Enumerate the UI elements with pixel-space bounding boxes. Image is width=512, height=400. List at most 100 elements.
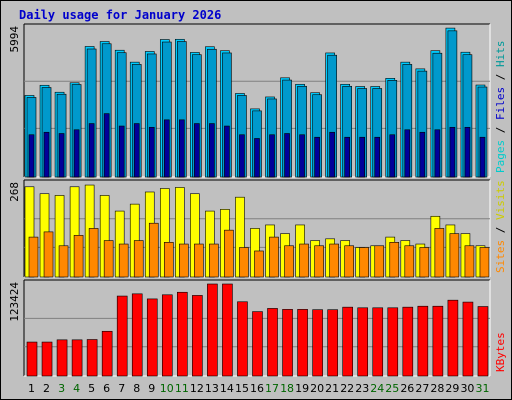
max-label-visits_sites: 268 (8, 182, 21, 202)
bar-sites-day-5 (88, 228, 99, 278)
day-label-22: 22 (340, 382, 354, 395)
bar-sites-day-11 (179, 243, 189, 278)
day-label-21: 21 (325, 382, 339, 395)
bar-kbytes-day-4 (71, 339, 83, 377)
legend-entry-pages: Pages (494, 140, 507, 173)
bar-kbytes-day-7 (116, 295, 128, 377)
bar-pages-day-15 (239, 134, 245, 178)
bar-sites-day-29 (449, 233, 460, 278)
legend-entry-kbytes: KBytes (494, 332, 507, 372)
legend-visits: Sites / Visits (494, 180, 507, 273)
bar-kbytes-day-13 (207, 283, 218, 377)
bar-kbytes-day-10 (161, 294, 173, 377)
bar-sites-day-18 (284, 245, 294, 278)
bar-kbytes-day-11 (177, 291, 188, 377)
bar-pages-day-18 (284, 133, 290, 178)
bar-sites-day-20 (314, 245, 324, 278)
day-label-10: 10 (160, 382, 174, 395)
bar-sites-day-10 (163, 241, 174, 278)
day-label-26: 26 (400, 382, 414, 395)
bar-pages-day-16 (254, 138, 260, 178)
bar-kbytes-day-1 (26, 341, 38, 377)
bar-kbytes-day-15 (237, 301, 248, 377)
bar-pages-day-25 (389, 134, 396, 178)
bar-pages-day-4 (73, 129, 80, 178)
bar-kbytes-day-24 (372, 307, 384, 377)
day-label-13: 13 (205, 382, 219, 395)
bar-kbytes-day-3 (56, 339, 68, 377)
day-label-5: 5 (88, 382, 95, 395)
bar-kbytes-day-21 (327, 309, 338, 377)
bar-pages-day-29 (449, 126, 456, 178)
bar-pages-day-3 (58, 133, 65, 178)
bar-pages-day-30 (464, 126, 471, 178)
bar-pages-day-5 (88, 123, 95, 178)
day-label-4: 4 (73, 382, 80, 395)
bar-sites-day-22 (344, 245, 354, 278)
bar-sites-day-23 (359, 247, 370, 278)
bar-pages-day-28 (434, 129, 441, 178)
day-label-29: 29 (445, 382, 459, 395)
bar-kbytes-day-2 (41, 341, 53, 377)
day-label-16: 16 (250, 382, 264, 395)
bar-sites-day-7 (118, 243, 129, 278)
day-label-18: 18 (280, 382, 294, 395)
bar-kbytes-day-25 (387, 307, 399, 377)
day-label-27: 27 (415, 382, 429, 395)
bar-sites-day-30 (464, 245, 475, 278)
bar-kbytes-day-27 (417, 305, 429, 377)
bar-pages-day-31 (479, 136, 486, 178)
bar-kbytes-day-18 (282, 309, 293, 377)
bar-kbytes-day-8 (131, 293, 143, 377)
bar-pages-day-8 (133, 123, 140, 178)
bar-sites-day-2 (43, 231, 54, 278)
bar-kbytes-day-30 (462, 301, 474, 377)
max-label-kbytes: 123424 (8, 282, 21, 322)
bar-sites-day-26 (404, 245, 415, 278)
max-label-hits_files_pages: 5994 (8, 26, 21, 53)
bar-sites-day-4 (73, 235, 84, 278)
day-label-3: 3 (58, 382, 65, 395)
bar-pages-day-27 (419, 131, 426, 178)
bar-sites-day-9 (148, 222, 159, 278)
day-label-7: 7 (118, 382, 125, 395)
day-label-14: 14 (220, 382, 234, 395)
bar-sites-day-13 (209, 243, 219, 278)
bar-pages-day-17 (269, 134, 275, 178)
day-label-1: 1 (28, 382, 35, 395)
day-label-19: 19 (295, 382, 309, 395)
bar-pages-day-13 (209, 123, 215, 178)
bar-sites-day-16 (254, 250, 264, 278)
day-label-23: 23 (355, 382, 369, 395)
day-label-24: 24 (370, 382, 384, 395)
legend-entry-visits: Visits (494, 180, 507, 220)
bar-sites-day-15 (239, 247, 249, 278)
bar-sites-day-25 (389, 241, 400, 278)
bar-kbytes-day-12 (192, 295, 203, 377)
bar-pages-day-20 (314, 136, 320, 178)
legend-hits: Pages / Files / Hits (494, 41, 507, 174)
bar-kbytes-day-16 (252, 311, 263, 377)
bar-pages-day-2 (43, 131, 50, 178)
bar-pages-day-26 (404, 129, 411, 178)
legend-entry-sites: Sites (494, 240, 507, 273)
bar-sites-day-24 (374, 245, 385, 278)
day-label-17: 17 (265, 382, 279, 395)
legend-entry-hits: Hits (494, 41, 507, 68)
bar-pages-day-14 (224, 125, 230, 178)
bar-sites-day-19 (299, 243, 309, 278)
bar-kbytes-day-19 (297, 309, 308, 377)
bar-sites-day-27 (419, 247, 430, 278)
bar-sites-day-28 (434, 228, 445, 278)
bar-pages-day-19 (299, 134, 305, 178)
day-label-28: 28 (430, 382, 444, 395)
bar-sites-day-12 (194, 243, 204, 278)
day-label-20: 20 (310, 382, 324, 395)
bar-sites-day-8 (133, 240, 144, 278)
day-label-2: 2 (43, 382, 50, 395)
bar-kbytes-day-6 (101, 330, 113, 377)
bar-pages-day-10 (163, 119, 170, 178)
day-label-25: 25 (385, 382, 399, 395)
bar-pages-day-23 (359, 136, 366, 178)
